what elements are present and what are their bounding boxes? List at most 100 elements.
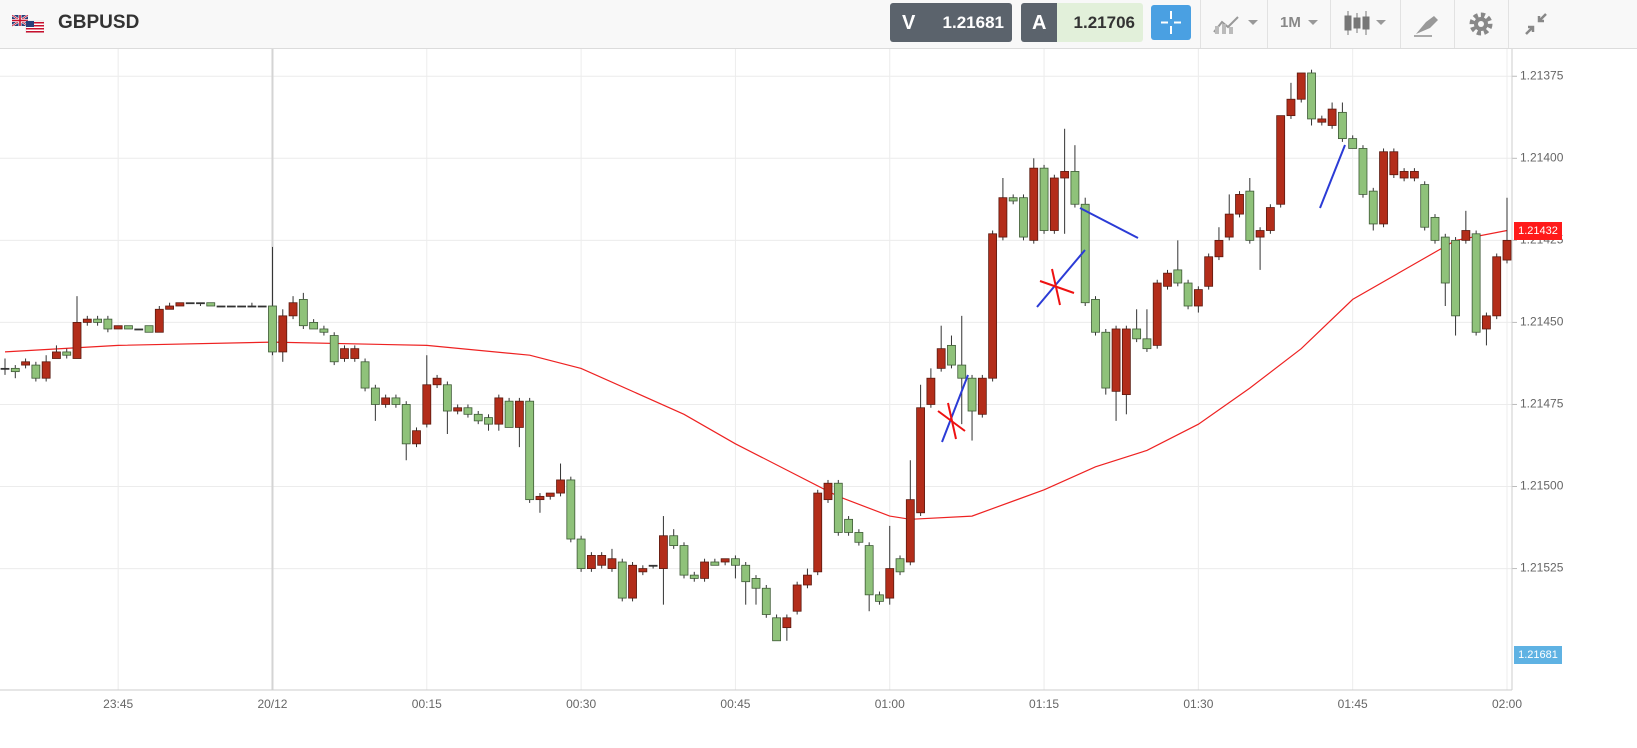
candle-body [803,574,812,586]
candle-body [731,558,740,566]
candle-body [1204,256,1214,287]
y-tick-label: 1.21400 [1520,150,1564,164]
candle-body [144,325,154,333]
candle-body [648,564,658,567]
candle-body [360,361,370,389]
candle-body [535,495,545,501]
crosshair-button[interactable] [1151,5,1191,40]
candle-body [792,584,802,612]
candle-body [1420,184,1430,228]
price-tags: 1.21432 1.21681 [1514,222,1562,664]
candle-body [381,397,391,405]
candle-body [679,545,689,576]
candle-body [1142,338,1152,350]
y-tick-label: 1.21500 [1520,479,1564,493]
flag-icon [12,15,44,33]
candle-body [278,315,288,353]
candle-body [545,492,555,497]
candle-body [957,364,967,379]
candle-body [1039,167,1049,231]
x-tick-label: 23:45 [103,697,133,711]
buy-button[interactable]: A [1021,3,1057,42]
candle-body [185,302,195,305]
candle-body [628,564,637,599]
sell-price: 1.21681 [942,13,1004,32]
x-tick-label: 01:45 [1338,697,1368,711]
candle-body [1193,289,1203,307]
candle-body [93,318,102,323]
trend-line [1319,144,1346,209]
candle-body [525,400,535,501]
timeframe-button[interactable]: 1M [1280,14,1301,31]
candle-body [113,325,123,330]
cross-mark [1051,268,1061,306]
buy-price-box[interactable]: 1.21706 [1057,3,1143,42]
candle-body [741,564,751,583]
candle-body [1317,118,1327,123]
candle-body [442,384,452,412]
candle-body [1482,315,1491,330]
settings-button[interactable] [1466,9,1496,39]
candle-body [196,302,205,305]
candle-body [1368,190,1378,225]
x-tick-label: 01:00 [875,697,905,711]
candle-body [463,407,473,415]
separator [1508,0,1509,48]
candle-body [905,499,915,563]
sell-label: V [902,12,916,34]
x-tick-label: 01:30 [1183,697,1213,711]
candle-body [1358,148,1368,195]
candle-body [134,328,144,331]
candle-body [1461,230,1471,241]
x-tick-label: 01:15 [1029,697,1059,711]
candle-body [1235,194,1244,215]
candle-body [401,404,411,445]
candle-body [1348,138,1358,149]
candle-body [154,308,164,333]
buy-label: A [1032,12,1047,34]
candle-body [0,367,10,370]
candle-body [813,492,823,573]
candle-body [62,351,72,356]
candle-body [1440,236,1450,284]
sell-button[interactable]: V 1.21681 [890,3,1012,42]
candle-body [597,555,607,566]
candle-body [720,558,730,563]
candle-body [926,377,936,405]
candle-body [422,384,432,425]
candle-body [340,348,349,359]
candle-body [1132,328,1142,340]
candle-body [514,400,524,428]
candles-button[interactable] [1342,8,1390,38]
candle-body [1502,239,1512,261]
candle-body [988,233,998,379]
candle-body [391,397,401,405]
chart-type-button[interactable] [1212,12,1262,36]
candle-body [298,299,308,327]
trend-line [1079,207,1139,239]
candle-body [700,561,709,579]
buy-price: 1.21706 [1073,13,1135,32]
x-tick-label: 00:30 [566,697,596,711]
candle-body [1399,171,1409,179]
candle-body [761,587,771,615]
separator [1200,0,1201,48]
y-tick-label: 1.21525 [1520,561,1564,575]
draw-button[interactable] [1412,10,1442,38]
candle-body [916,407,926,514]
separator [1267,0,1268,48]
candle-body [175,302,185,307]
candle-body [1183,282,1193,307]
candle-body [1111,328,1121,392]
x-tick-label: 00:45 [720,697,750,711]
chart: 1.213751.214001.214251.214501.214751.215… [0,49,1564,711]
candle-body [607,558,617,569]
candle-body [1327,108,1337,126]
minimize-button[interactable] [1522,10,1550,38]
candle-body [710,561,720,566]
moving-average [4,229,1508,520]
candle-body [844,518,853,533]
price-tag: 1.21681 [1514,646,1562,664]
separator [1330,0,1331,48]
